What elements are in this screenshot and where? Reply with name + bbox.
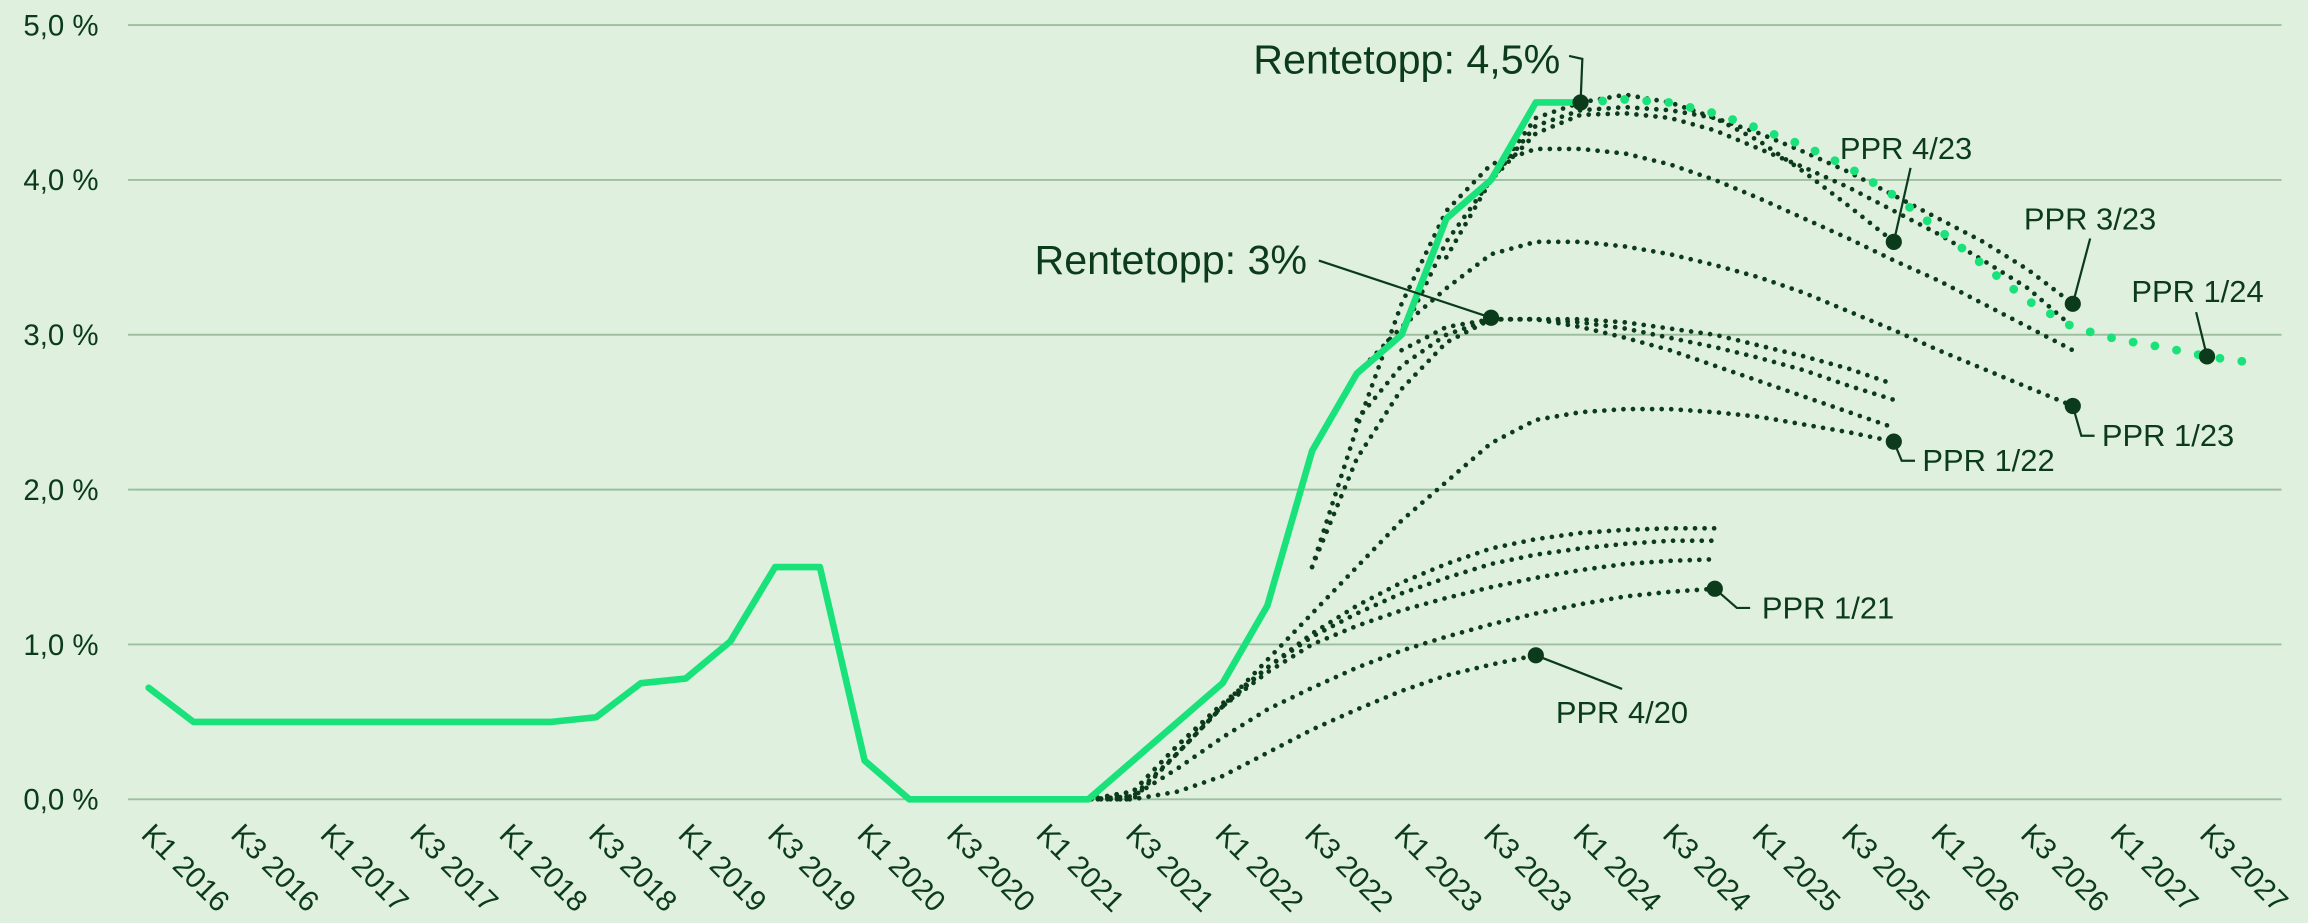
forecast-line	[1354, 316, 1897, 423]
y-tick-label: 5,0 %	[23, 9, 98, 42]
forecast-line	[1085, 525, 1718, 802]
series-label: PPR 4/20	[1556, 695, 1688, 730]
end-marker	[1527, 647, 1544, 664]
series-label: PPR 1/23	[2102, 418, 2234, 453]
annotation-text: Rentetopp: 4,5%	[1253, 37, 1560, 83]
end-marker	[2198, 348, 2216, 365]
annotation-marker	[1572, 94, 1589, 111]
annotation-leader	[1568, 54, 1584, 103]
leader-line	[2071, 238, 2092, 305]
series-label: PPR 1/24	[2131, 274, 2263, 309]
annotation-marker	[1482, 309, 1500, 326]
series-label: PPR 4/23	[1840, 131, 1972, 166]
y-tick-label: 1,0 %	[23, 629, 98, 662]
forecast-line	[1041, 586, 1718, 802]
end-marker	[1885, 233, 1902, 250]
forecast-line	[1354, 239, 2076, 409]
forecast-line	[1309, 316, 1897, 570]
series-label: PPR 1/21	[1762, 590, 1894, 625]
annotation-leader	[1318, 259, 1492, 319]
leader-line	[2071, 405, 2095, 437]
policy-rate-line	[145, 99, 1584, 803]
series-label: PPR 3/23	[2024, 202, 2156, 237]
leader-line	[1714, 587, 1751, 610]
forecast-line	[1041, 652, 1539, 802]
series-label: PPR 1/22	[1922, 443, 2054, 478]
leader-line	[1892, 167, 1912, 243]
forecast-line	[1085, 538, 1718, 802]
annotation-text: Rentetopp: 3%	[1034, 237, 1307, 283]
y-tick-label: 2,0 %	[23, 474, 98, 507]
forecast-line	[1309, 146, 2076, 570]
end-marker	[2064, 397, 2081, 415]
forecast-line	[1576, 94, 2257, 368]
forecast-line	[1085, 406, 1897, 802]
forecast-line	[1443, 110, 2076, 330]
end-marker	[2064, 295, 2081, 312]
leader-line	[1535, 654, 1623, 690]
end-marker	[1706, 580, 1723, 597]
y-tick-label: 3,0 %	[23, 319, 98, 352]
y-tick-label: 4,0 %	[23, 164, 98, 197]
y-tick-label: 0,0 %	[23, 784, 98, 817]
end-marker	[1885, 433, 1902, 450]
